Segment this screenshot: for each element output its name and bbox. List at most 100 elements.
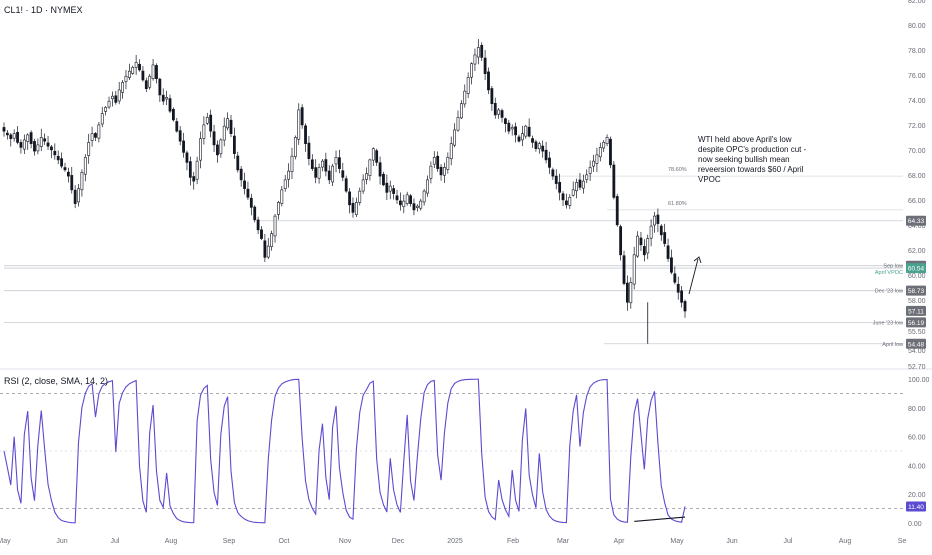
candle-body xyxy=(385,182,389,193)
price-axis-tick: 76.00 xyxy=(908,73,926,80)
candle-body xyxy=(161,94,165,102)
candle-body xyxy=(504,118,507,124)
candle-body xyxy=(497,109,501,115)
candle-body xyxy=(144,80,148,89)
candle-body xyxy=(592,160,595,167)
price-axis-tick: 80.00 xyxy=(908,23,926,30)
label-april-vpoc: April VPOC xyxy=(875,270,903,276)
candle-body xyxy=(449,143,453,160)
candle-body xyxy=(358,190,362,203)
label-dec-low: Dec '23 low xyxy=(875,289,903,295)
candle-body xyxy=(514,126,517,136)
candle-body xyxy=(70,175,74,191)
candle-body xyxy=(548,157,551,168)
candle-body xyxy=(507,122,511,132)
annotation-text: despite OPC's production cut - xyxy=(698,145,807,154)
candle-body xyxy=(246,188,250,198)
candle-body xyxy=(2,127,6,132)
candle-body xyxy=(253,206,257,221)
candle-body xyxy=(378,162,382,177)
candle-body xyxy=(317,167,321,179)
candle-body xyxy=(263,240,267,258)
candle-body xyxy=(649,225,653,239)
price-badge-bg xyxy=(906,305,926,316)
time-axis-tick: 2025 xyxy=(447,538,463,545)
candle-body xyxy=(12,133,16,139)
candle-body xyxy=(192,176,196,182)
candle-body xyxy=(622,255,626,284)
candle-body xyxy=(626,282,629,303)
candle-body xyxy=(29,132,33,144)
annotation-arrow-head xyxy=(693,256,702,264)
candle-body xyxy=(124,75,128,82)
fib-label-618: 61.80% xyxy=(668,201,687,207)
candle-body xyxy=(141,70,145,81)
price-badge-label: 64.33 xyxy=(908,218,925,225)
rsi-divergence-line xyxy=(634,516,686,522)
candle-body xyxy=(565,200,568,206)
price-badge-bg xyxy=(906,263,926,274)
candle-body xyxy=(571,189,575,196)
candle-body xyxy=(558,181,562,193)
candle-body xyxy=(422,190,426,203)
candle-body xyxy=(243,180,246,189)
candle-body xyxy=(111,95,114,100)
price-badge-bg xyxy=(906,338,926,349)
candle-body xyxy=(300,107,304,126)
candle-body xyxy=(304,125,307,144)
rsi-axis-tick: 0.00 xyxy=(908,521,922,528)
candle-body xyxy=(229,119,233,134)
candle-body xyxy=(426,179,429,194)
candle-body xyxy=(222,125,226,141)
candle-body xyxy=(595,154,599,164)
candle-body xyxy=(402,200,406,207)
price-axis-tick: 64.00 xyxy=(908,223,926,230)
time-axis-tick: Oct xyxy=(279,538,290,545)
candle-body xyxy=(212,131,216,146)
candle-body xyxy=(256,219,260,231)
candle-body xyxy=(77,188,80,203)
candle-body xyxy=(87,142,91,156)
price-axis-tick: 70.00 xyxy=(908,148,926,155)
candle-body xyxy=(399,200,402,206)
candle-body xyxy=(609,138,612,166)
candle-body xyxy=(483,57,487,74)
candle-body xyxy=(531,138,534,143)
candle-body xyxy=(409,195,412,204)
candle-body xyxy=(382,173,385,186)
candle-body xyxy=(636,235,639,257)
candle-body xyxy=(104,107,108,112)
candle-body xyxy=(327,170,331,181)
price-axis-tick: 55.50 xyxy=(908,329,926,336)
candle-body xyxy=(639,237,643,246)
candle-body xyxy=(310,159,314,169)
candle-body xyxy=(371,148,375,161)
candle-body xyxy=(168,98,172,112)
candle-body xyxy=(429,165,433,179)
candle-body xyxy=(568,197,572,206)
candle-body xyxy=(351,202,355,213)
time-axis-tick: Jun xyxy=(56,538,67,545)
candle-body xyxy=(9,134,13,139)
candle-body xyxy=(554,175,558,184)
candle-body xyxy=(148,75,152,88)
candle-body xyxy=(544,149,548,161)
annotation-arrow-shaft xyxy=(688,258,699,295)
candle-body xyxy=(151,64,155,79)
price-axis-tick: 52.70 xyxy=(908,364,926,371)
candle-body xyxy=(121,82,124,93)
candle-body xyxy=(56,155,60,161)
candle-body xyxy=(266,245,270,258)
price-badge-label: 58.73 xyxy=(908,288,925,295)
time-axis-tick: Se xyxy=(898,538,907,545)
candle-body xyxy=(361,179,365,192)
candle-body xyxy=(534,141,538,149)
time-axis-tick: Jul xyxy=(784,538,793,545)
candle-body xyxy=(182,140,185,153)
time-axis-tick: Jul xyxy=(111,538,120,545)
candle-body xyxy=(419,200,423,209)
rsi-value-badge-bg xyxy=(906,501,926,512)
price-badge-bg xyxy=(906,317,926,328)
candle-body xyxy=(354,202,358,215)
